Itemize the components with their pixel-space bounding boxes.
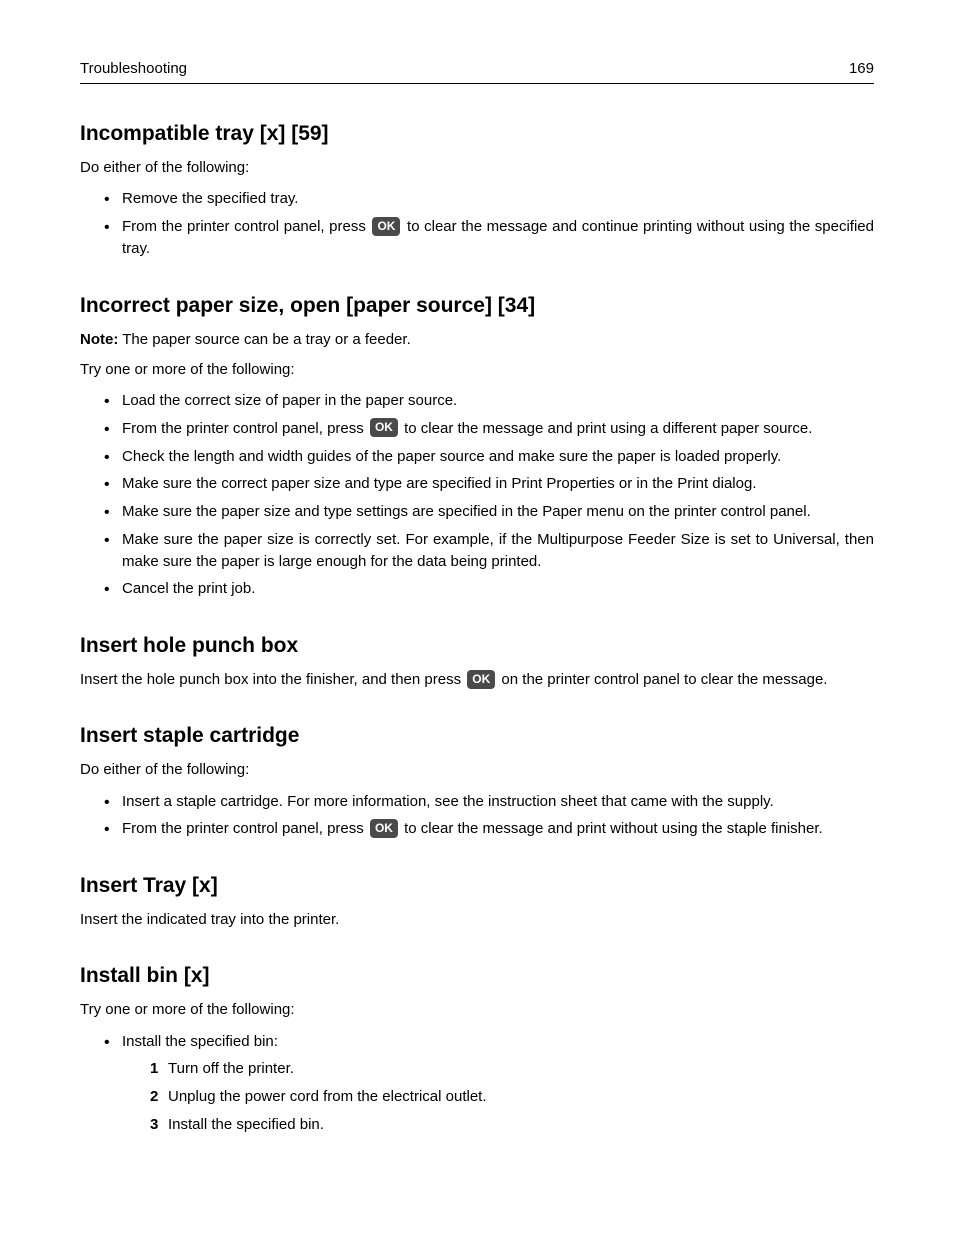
bullet-item: Make sure the correct paper size and typ… [108,473,874,495]
bullet-item: Cancel the print job. [108,578,874,600]
heading-install-bin: Install bin [x] [80,964,874,988]
bullet-item: Load the correct size of paper in the pa… [108,390,874,412]
page-content: Troubleshooting 169 Incompatible tray [x… [0,0,954,1182]
step-item: Unplug the power cord from the electrica… [150,1086,874,1108]
heading-insert-hole-punch-box: Insert hole punch box [80,634,874,658]
bullet-item: Install the specified bin: Turn off the … [108,1031,874,1136]
bullet-item: Remove the specified tray. [108,188,874,210]
header-section-title: Troubleshooting [80,60,187,77]
heading-insert-staple-cartridge: Insert staple cartridge [80,724,874,748]
bullet-text-suffix: to clear the message and print without u… [400,820,823,837]
step-item: Install the specified bin. [150,1114,874,1136]
header-page-number: 169 [849,60,874,77]
bullet-item: From the printer control panel, press OK… [108,818,874,840]
intro-text: Try one or more of the following: [80,1000,874,1020]
note-label: Note: [80,331,118,348]
note-text: The paper source can be a tray or a feed… [118,331,410,348]
bullet-list: Insert a staple cartridge. For more info… [80,791,874,841]
bullet-text: Install the specified bin: [122,1033,278,1050]
bullet-item: From the printer control panel, press OK… [108,216,874,260]
paragraph-text-prefix: Insert the hole punch box into the finis… [80,671,465,688]
heading-insert-tray: Insert Tray [x] [80,874,874,898]
bullet-list: Remove the specified tray. From the prin… [80,188,874,259]
bullet-item: Make sure the paper size and type settin… [108,501,874,523]
bullet-item: Check the length and width guides of the… [108,446,874,468]
running-header: Troubleshooting 169 [80,60,874,84]
bullet-text-prefix: From the printer control panel, press [122,420,368,437]
note-paragraph: Note: The paper source can be a tray or … [80,330,874,350]
intro-text: Try one or more of the following: [80,360,874,380]
bullet-text-prefix: From the printer control panel, press [122,218,370,235]
heading-incorrect-paper-size: Incorrect paper size, open [paper source… [80,294,874,318]
bullet-item: Make sure the paper size is correctly se… [108,529,874,573]
intro-text: Do either of the following: [80,158,874,178]
bullet-list: Load the correct size of paper in the pa… [80,390,874,600]
step-item: Turn off the printer. [150,1058,874,1080]
ok-button-icon: OK [372,217,400,236]
body-paragraph: Insert the indicated tray into the print… [80,910,874,930]
paragraph-text-suffix: on the printer control panel to clear th… [497,671,827,688]
bullet-text-suffix: to clear the message and print using a d… [400,420,812,437]
ok-button-icon: OK [370,418,398,437]
bullet-item: Insert a staple cartridge. For more info… [108,791,874,813]
bullet-text-prefix: From the printer control panel, press [122,820,368,837]
numbered-steps: Turn off the printer. Unplug the power c… [122,1058,874,1135]
heading-incompatible-tray: Incompatible tray [x] [59] [80,122,874,146]
bullet-list: Install the specified bin: Turn off the … [80,1031,874,1136]
bullet-item: From the printer control panel, press OK… [108,418,874,440]
body-paragraph: Insert the hole punch box into the finis… [80,670,874,690]
ok-button-icon: OK [467,670,495,689]
ok-button-icon: OK [370,819,398,838]
intro-text: Do either of the following: [80,760,874,780]
